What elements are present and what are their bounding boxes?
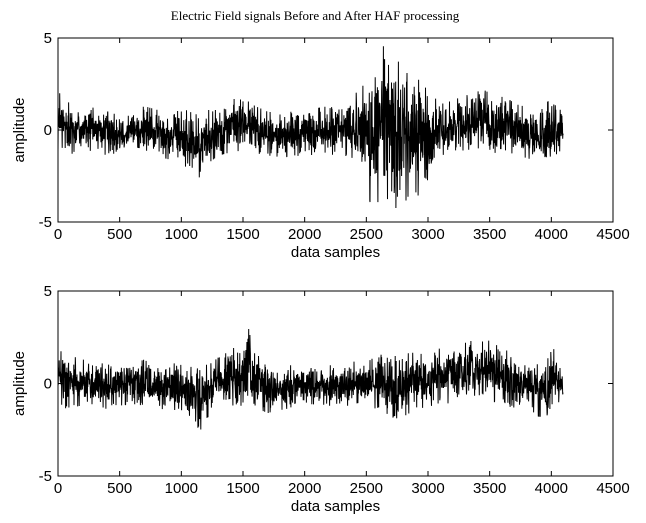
top-x-tick-label: 4500 [596, 226, 629, 243]
bottom-y-tick-label: 5 [44, 283, 52, 300]
top-panel: 0 500 1000 1500 2000 2500 3000 3500 4000 4500-505… [11, 30, 630, 261]
top-x-tick-label: 4000 [535, 226, 568, 243]
bottom-x-tick-label: 4000 [535, 480, 568, 497]
top-signal-trace [57, 46, 564, 209]
bottom-x-tick-label: 2000 [288, 480, 321, 497]
top-y-tick-label: 0 [44, 122, 52, 139]
bottom-x-tick-label: 1000 [165, 480, 198, 497]
figure-title: Electric Field signals Before and After … [171, 8, 460, 23]
bottom-y-tick-label: 0 [44, 376, 52, 393]
top-y-tick-label: 5 [44, 30, 52, 47]
bottom-panel: 0 500 1000 1500 2000 2500 3000 3500 4000 4500-505… [11, 283, 630, 515]
top-x-tick-label: 500 [107, 226, 132, 243]
top-x-tick-label: 3500 [473, 226, 506, 243]
top-x-axis-label: data samples [291, 244, 380, 261]
top-x-tick-label: 1500 [226, 226, 259, 243]
bottom-x-tick-label: 0 [54, 480, 62, 497]
top-y-tick-label: -5 [39, 214, 52, 231]
top-x-tick-label: 0 [54, 226, 62, 243]
bottom-x-tick-label: 1500 [226, 480, 259, 497]
bottom-x-tick-label: 3000 [411, 480, 444, 497]
top-x-tick-label: 3000 [411, 226, 444, 243]
top-x-tick-label: 1000 [165, 226, 198, 243]
bottom-x-tick-label: 4500 [596, 480, 629, 497]
top-x-tick-label: 2000 [288, 226, 321, 243]
bottom-x-tick-label: 2500 [350, 480, 383, 497]
top-y-axis-label: amplitude [11, 97, 28, 162]
bottom-x-tick-label: 500 [107, 480, 132, 497]
bottom-y-tick-label: -5 [39, 468, 52, 485]
bottom-x-tick-label: 3500 [473, 480, 506, 497]
bottom-signal-trace [57, 328, 564, 430]
bottom-y-axis-label: amplitude [11, 351, 28, 416]
top-x-tick-label: 2500 [350, 226, 383, 243]
bottom-x-axis-label: data samples [291, 498, 380, 515]
